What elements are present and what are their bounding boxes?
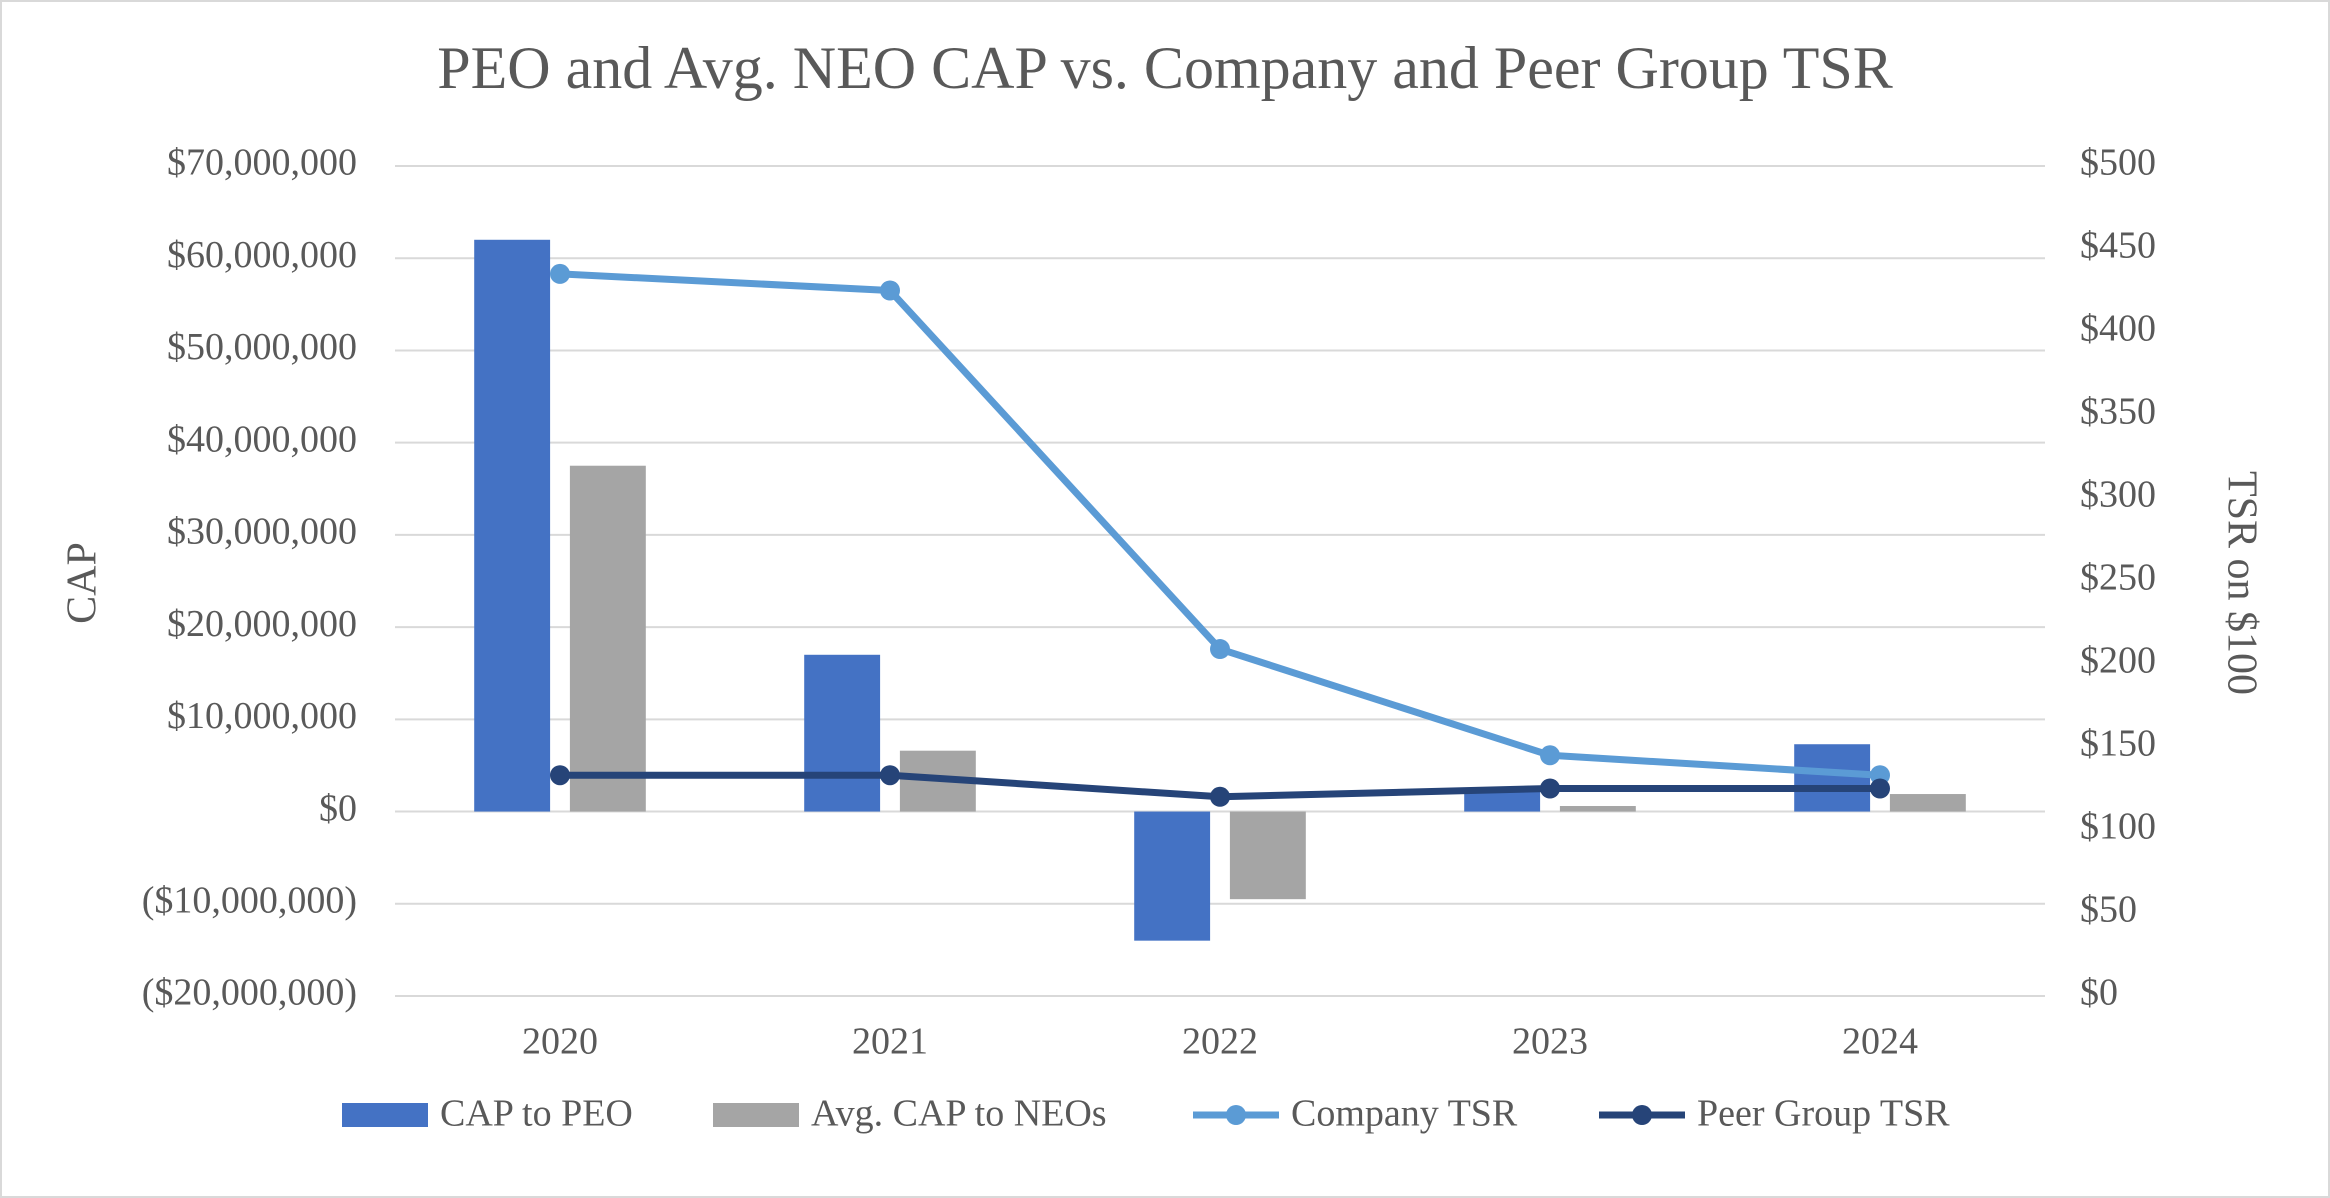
y2-axis-title: TSR on $100 xyxy=(2218,471,2264,695)
line-marker xyxy=(1210,786,1230,807)
bar xyxy=(1229,811,1306,900)
y-tick-label: $50,000,000 xyxy=(167,326,357,368)
legend-swatch xyxy=(342,1103,428,1127)
bar xyxy=(1464,788,1541,812)
y-tick-label: $30,000,000 xyxy=(167,511,357,553)
x-tick-label: 2022 xyxy=(1182,1021,1258,1063)
line-marker xyxy=(1540,778,1560,799)
y-tick-label: $60,000,000 xyxy=(167,234,357,276)
y-tick-label: $0 xyxy=(319,787,357,829)
line-marker xyxy=(550,263,570,284)
bar xyxy=(1559,806,1636,812)
y2-tick-label: $0 xyxy=(2080,972,2118,1014)
y2-tick-label: $50 xyxy=(2080,889,2137,931)
line-marker xyxy=(550,765,570,786)
y-tick-label: ($10,000,000) xyxy=(142,879,357,921)
legend-label: Peer Group TSR xyxy=(1697,1093,1950,1135)
chart-title: PEO and Avg. NEO CAP vs. Company and Pee… xyxy=(437,35,1893,101)
y-tick-label: ($20,000,000) xyxy=(142,972,357,1014)
y-tick-label: $10,000,000 xyxy=(167,695,357,737)
y2-tick-label: $450 xyxy=(2080,225,2156,267)
legend-label: CAP to PEO xyxy=(440,1093,633,1135)
x-tick-label: 2020 xyxy=(522,1021,598,1063)
y2-tick-label: $350 xyxy=(2080,391,2156,433)
y-tick-label: $40,000,000 xyxy=(167,418,357,460)
bar xyxy=(569,465,646,812)
y2-tick-label: $250 xyxy=(2080,557,2156,599)
line-marker xyxy=(1870,778,1890,799)
bar xyxy=(474,239,551,812)
line-marker xyxy=(880,280,900,301)
legend-label: Avg. CAP to NEOs xyxy=(811,1093,1107,1135)
y2-tick-label: $400 xyxy=(2080,308,2156,350)
x-tick-label: 2021 xyxy=(852,1021,928,1063)
legend-marker xyxy=(1632,1105,1652,1125)
bar xyxy=(1134,811,1211,941)
y2-tick-label: $150 xyxy=(2080,723,2156,765)
bar xyxy=(804,654,881,812)
legend-label: Company TSR xyxy=(1291,1093,1518,1135)
bar xyxy=(1794,744,1871,812)
y2-tick-label: $100 xyxy=(2080,806,2156,848)
y-tick-label: $20,000,000 xyxy=(167,603,357,645)
legend-swatch xyxy=(713,1103,799,1127)
y-axis-title: CAP xyxy=(60,542,106,624)
y-tick-label: $70,000,000 xyxy=(167,142,357,184)
y2-tick-label: $200 xyxy=(2080,640,2156,682)
line-marker xyxy=(1540,745,1560,766)
line-marker xyxy=(880,765,900,786)
x-tick-label: 2023 xyxy=(1512,1021,1588,1063)
x-tick-label: 2024 xyxy=(1842,1021,1918,1063)
y2-tick-label: $500 xyxy=(2080,142,2156,184)
legend-marker xyxy=(1226,1105,1246,1125)
line-marker xyxy=(1210,639,1230,660)
y2-tick-label: $300 xyxy=(2080,474,2156,516)
bar xyxy=(1889,794,1966,812)
